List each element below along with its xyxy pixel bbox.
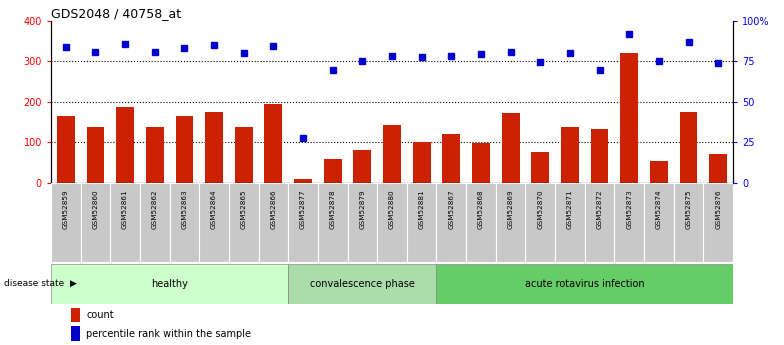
Bar <box>644 183 673 262</box>
Bar <box>289 264 437 304</box>
Bar <box>383 125 401 183</box>
Bar <box>472 143 490 183</box>
Bar <box>585 183 615 262</box>
Bar <box>140 183 169 262</box>
Bar <box>51 264 289 304</box>
Bar <box>294 179 312 183</box>
Bar <box>199 183 229 262</box>
Text: count: count <box>86 310 114 320</box>
Bar <box>673 183 703 262</box>
Bar <box>57 116 74 183</box>
Text: GSM52881: GSM52881 <box>419 189 425 229</box>
Bar <box>347 183 377 262</box>
Bar <box>525 183 555 262</box>
Text: GSM52870: GSM52870 <box>537 189 543 229</box>
Text: disease state  ▶: disease state ▶ <box>4 279 77 288</box>
Text: GSM52874: GSM52874 <box>656 189 662 229</box>
Text: healthy: healthy <box>151 279 188 289</box>
Bar <box>111 183 140 262</box>
Bar <box>442 134 460 183</box>
Bar <box>51 183 81 262</box>
Bar <box>502 113 520 183</box>
Bar <box>412 141 430 183</box>
Text: GSM52864: GSM52864 <box>211 189 217 229</box>
Bar <box>495 183 525 262</box>
Bar <box>354 150 372 183</box>
Text: GSM52871: GSM52871 <box>567 189 573 229</box>
Text: GSM52879: GSM52879 <box>359 189 365 229</box>
Bar <box>205 112 223 183</box>
Text: percentile rank within the sample: percentile rank within the sample <box>86 329 252 339</box>
Bar <box>590 129 608 183</box>
Text: GSM52867: GSM52867 <box>448 189 454 229</box>
Bar <box>81 183 111 262</box>
Text: GSM52869: GSM52869 <box>507 189 514 229</box>
Text: acute rotavirus infection: acute rotavirus infection <box>525 279 644 289</box>
Text: GSM52863: GSM52863 <box>181 189 187 229</box>
Bar <box>650 161 668 183</box>
Bar <box>259 183 289 262</box>
Bar <box>324 159 342 183</box>
Bar <box>437 264 733 304</box>
Bar <box>169 183 199 262</box>
Text: GSM52860: GSM52860 <box>93 189 99 229</box>
Text: GSM52875: GSM52875 <box>685 189 691 229</box>
Bar <box>229 183 259 262</box>
Text: GSM52877: GSM52877 <box>300 189 306 229</box>
Text: GSM52859: GSM52859 <box>63 189 69 229</box>
Bar <box>703 183 733 262</box>
Bar <box>407 183 437 262</box>
Text: convalescence phase: convalescence phase <box>310 279 415 289</box>
Text: GSM52862: GSM52862 <box>152 189 158 229</box>
Bar <box>680 112 698 183</box>
Bar <box>561 127 579 183</box>
Text: GSM52873: GSM52873 <box>626 189 632 229</box>
Bar <box>466 183 495 262</box>
Bar <box>555 183 585 262</box>
Text: GSM52866: GSM52866 <box>270 189 277 229</box>
Text: GDS2048 / 40758_at: GDS2048 / 40758_at <box>51 7 181 20</box>
Bar <box>264 104 282 183</box>
Text: GSM52861: GSM52861 <box>122 189 128 229</box>
Text: GSM52872: GSM52872 <box>597 189 603 229</box>
Bar <box>532 152 549 183</box>
Bar <box>437 183 466 262</box>
Bar <box>116 107 134 183</box>
Text: GSM52868: GSM52868 <box>478 189 484 229</box>
Bar <box>176 116 194 183</box>
Text: GSM52880: GSM52880 <box>389 189 395 229</box>
Text: GSM52876: GSM52876 <box>715 189 721 229</box>
Bar <box>86 127 104 183</box>
Text: GSM52878: GSM52878 <box>330 189 336 229</box>
Bar <box>710 154 727 183</box>
Bar <box>615 183 644 262</box>
Bar <box>289 183 318 262</box>
Bar <box>620 53 638 183</box>
Bar <box>146 127 164 183</box>
Bar <box>71 308 80 322</box>
Bar <box>71 326 80 341</box>
Bar <box>377 183 407 262</box>
Text: GSM52865: GSM52865 <box>241 189 247 229</box>
Bar <box>235 127 252 183</box>
Bar <box>318 183 347 262</box>
